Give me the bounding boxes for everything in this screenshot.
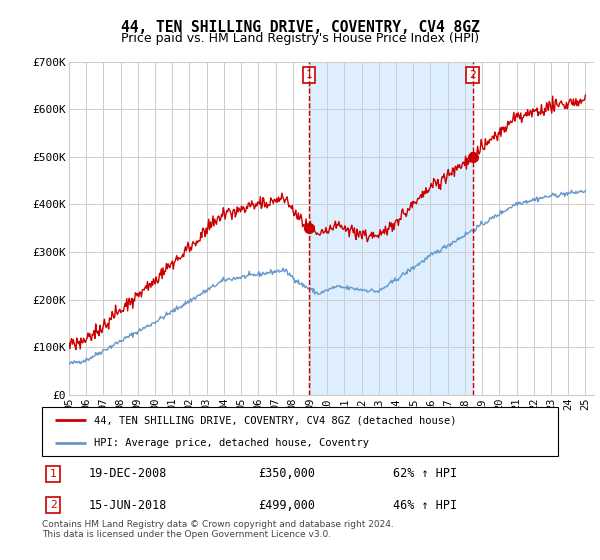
Text: 15-JUN-2018: 15-JUN-2018 [88, 498, 167, 512]
Text: 19-DEC-2008: 19-DEC-2008 [88, 468, 167, 480]
Text: 1: 1 [306, 70, 313, 80]
Text: Price paid vs. HM Land Registry's House Price Index (HPI): Price paid vs. HM Land Registry's House … [121, 32, 479, 45]
Text: 44, TEN SHILLING DRIVE, COVENTRY, CV4 8GZ: 44, TEN SHILLING DRIVE, COVENTRY, CV4 8G… [121, 20, 479, 35]
Text: 44, TEN SHILLING DRIVE, COVENTRY, CV4 8GZ (detached house): 44, TEN SHILLING DRIVE, COVENTRY, CV4 8G… [94, 416, 456, 426]
Text: £350,000: £350,000 [259, 468, 316, 480]
Text: 2: 2 [469, 70, 476, 80]
Text: 62% ↑ HPI: 62% ↑ HPI [393, 468, 457, 480]
Text: Contains HM Land Registry data © Crown copyright and database right 2024.
This d: Contains HM Land Registry data © Crown c… [42, 520, 394, 539]
Text: 1: 1 [50, 469, 56, 479]
Bar [309, 62, 473, 395]
Text: 2: 2 [50, 500, 56, 510]
Text: HPI: Average price, detached house, Coventry: HPI: Average price, detached house, Cove… [94, 438, 368, 448]
Text: 46% ↑ HPI: 46% ↑ HPI [393, 498, 457, 512]
Text: £499,000: £499,000 [259, 498, 316, 512]
